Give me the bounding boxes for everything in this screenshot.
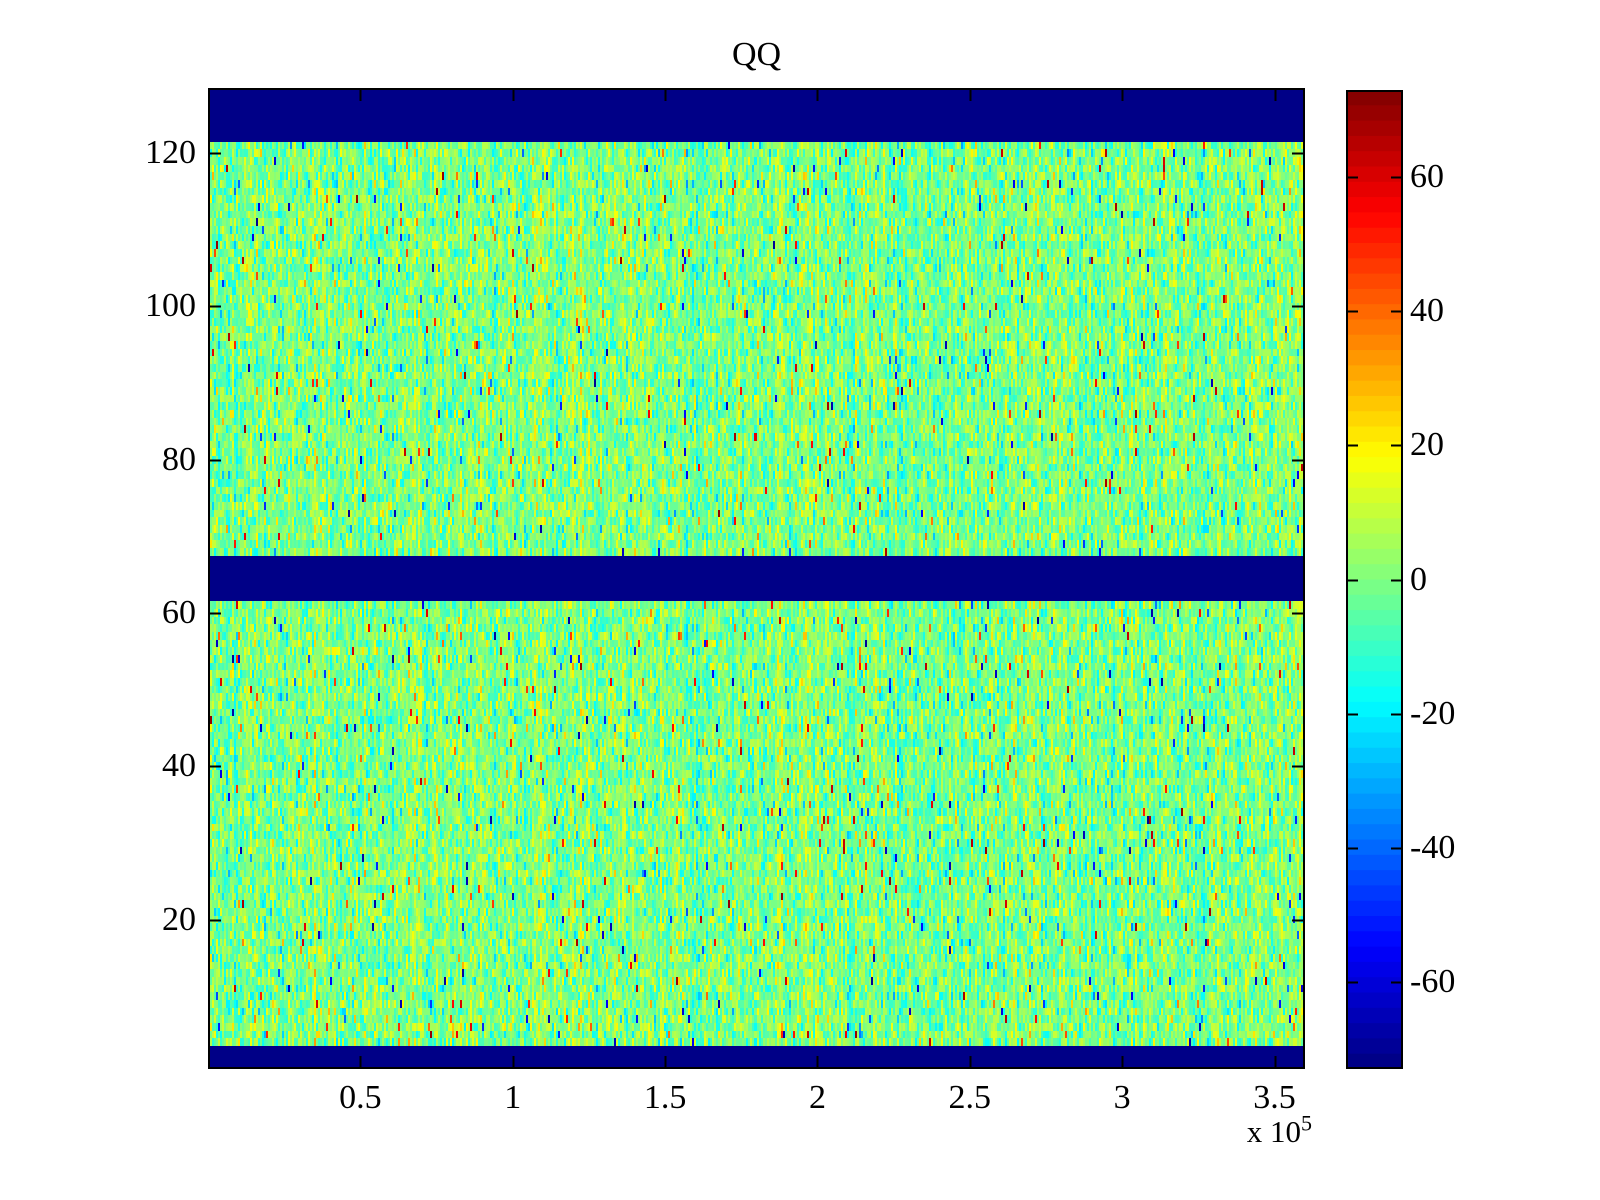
y-tick-label: 60 [162, 593, 196, 631]
x-tick-label: 2 [808, 1079, 826, 1116]
colorbar-tick-label: -40 [1410, 828, 1456, 866]
y-tick-label: 120 [145, 134, 196, 172]
y-tick-label: 100 [145, 287, 196, 325]
y-tick-label: 40 [162, 747, 196, 785]
x-tick-label: 0.5 [339, 1079, 382, 1116]
x-tick-label: 3 [1113, 1079, 1131, 1116]
y-tick-label: 80 [162, 440, 196, 478]
colorbar-tick-label: 20 [1410, 426, 1444, 464]
colorbar-tick-label: 40 [1410, 292, 1444, 330]
colorbar-tick-label: -20 [1410, 694, 1456, 732]
plot-title: QQ [731, 36, 782, 73]
colorbar-tick-label: 0 [1410, 560, 1427, 598]
x-tick-label: 1.5 [643, 1079, 687, 1116]
colorbar-tick-label: 60 [1410, 158, 1444, 196]
exponent-power: 5 [1301, 1110, 1312, 1136]
colorbar[interactable] [1346, 90, 1403, 1069]
x-axis-exponent-label: x 105 [1150, 1110, 1312, 1154]
x-tick-label: 2.5 [948, 1079, 992, 1116]
heatmap-plot-area[interactable] [208, 88, 1305, 1069]
exponent-base: x 10 [1246, 1114, 1301, 1149]
x-tick-label: 1 [504, 1079, 522, 1116]
y-tick-label: 20 [162, 900, 196, 938]
colorbar-tick-label: -60 [1410, 962, 1456, 1000]
x-tick-label: 3.5 [1253, 1079, 1296, 1116]
